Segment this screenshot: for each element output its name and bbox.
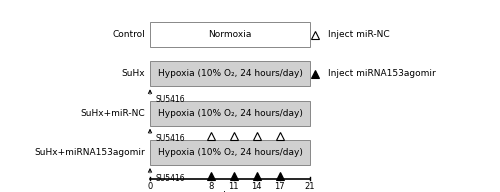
Text: days: days: [220, 191, 240, 192]
Text: Hypoxia (10% O₂, 24 hours/day): Hypoxia (10% O₂, 24 hours/day): [158, 109, 302, 118]
Text: Inject miRNA153agomir: Inject miRNA153agomir: [328, 70, 435, 78]
Text: SuHx: SuHx: [122, 70, 145, 78]
Text: Hypoxia (10% O₂, 24 hours/day): Hypoxia (10% O₂, 24 hours/day): [158, 148, 302, 157]
Text: SU5416: SU5416: [156, 134, 186, 143]
Text: Normoxia: Normoxia: [208, 30, 252, 39]
Bar: [150, 61, 310, 86]
Text: SU5416: SU5416: [156, 95, 186, 104]
Text: Inject miR-NC: Inject miR-NC: [328, 30, 389, 39]
Text: SuHx+miRNA153agomir: SuHx+miRNA153agomir: [34, 148, 145, 157]
Text: 14: 14: [252, 182, 262, 191]
Text: 17: 17: [274, 182, 285, 191]
Text: 0: 0: [148, 182, 152, 191]
Text: SU5416: SU5416: [156, 174, 186, 183]
Text: SuHx+miR-NC: SuHx+miR-NC: [80, 109, 145, 118]
Text: Control: Control: [112, 30, 145, 39]
Text: 21: 21: [305, 182, 316, 191]
Text: Hypoxia (10% O₂, 24 hours/day): Hypoxia (10% O₂, 24 hours/day): [158, 70, 302, 78]
Bar: [150, 101, 310, 126]
Text: 8: 8: [208, 182, 214, 191]
Bar: [150, 22, 310, 47]
Text: 11: 11: [228, 182, 239, 191]
Bar: [150, 140, 310, 165]
